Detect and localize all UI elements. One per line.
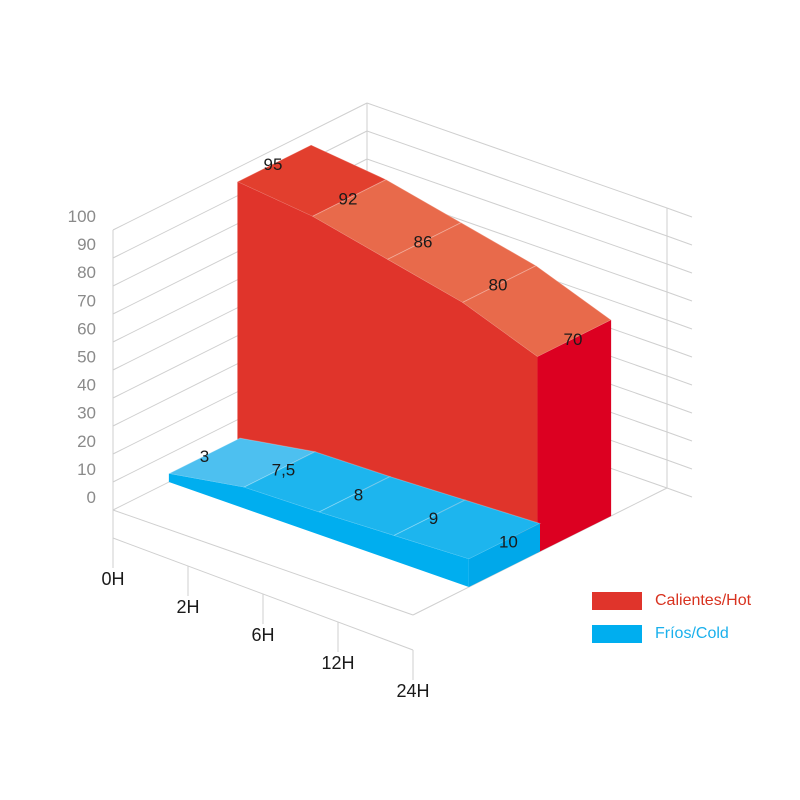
cold-data-label: 7,5: [272, 461, 296, 480]
right-gridline-extension: [666, 375, 693, 386]
hot-data-label: 86: [414, 233, 433, 252]
cold-data-label: 8: [354, 485, 363, 504]
x-tick-label: 24H: [396, 681, 429, 701]
hot-area-end-face: [537, 319, 612, 553]
right-gridline-extension: [666, 235, 693, 246]
y-tick-label: 20: [77, 432, 96, 451]
y-tick-label: 40: [77, 376, 96, 395]
legend-item-cold: Fríos/Cold: [592, 625, 729, 643]
series-slabs: [167, 144, 613, 588]
right-gridline-extension: [666, 431, 693, 442]
legend-label-cold: Fríos/Cold: [655, 625, 729, 642]
y-tick-label: 10: [77, 460, 96, 479]
y-tick-label: 0: [87, 488, 96, 507]
y-tick-label: 60: [77, 319, 96, 338]
hot-data-label: 92: [339, 190, 358, 209]
x-tick-label: 0H: [101, 569, 124, 589]
right-gridline-extension: [666, 487, 693, 498]
cold-data-label: 3: [200, 447, 209, 466]
x-tick-label: 6H: [251, 625, 274, 645]
legend-item-hot: Calientes/Hot: [592, 592, 751, 610]
right-gridline-extension: [666, 403, 693, 414]
cold-area-end-face: [468, 523, 540, 588]
hot-data-label: 70: [564, 330, 583, 349]
y-tick-label: 50: [77, 348, 96, 367]
right-gridline-extension: [666, 207, 693, 218]
y-tick-label: 70: [77, 291, 96, 310]
left-wall-gridline: [112, 102, 368, 231]
x-tick-label: 2H: [176, 597, 199, 617]
y-tick-label: 30: [77, 404, 96, 423]
legend-label-hot: Calientes/Hot: [655, 592, 752, 609]
right-gridline-extension: [666, 263, 693, 274]
cold-data-label: 9: [429, 509, 438, 528]
right-gridline-extension: [666, 459, 693, 470]
right-gridline-extension: [666, 347, 693, 358]
y-tick-label: 90: [77, 235, 96, 254]
back-wall-gridline: [366, 102, 668, 209]
cold-area-front-face: [168, 473, 469, 588]
right-gridline-extension: [666, 291, 693, 302]
x-tick-label: 12H: [321, 653, 354, 673]
legend-swatch-cold: [592, 625, 642, 643]
hot-data-label: 95: [264, 155, 283, 174]
legend-swatch-hot: [592, 592, 642, 610]
cold-data-label: 10: [499, 532, 518, 551]
data-labels: 95 92 86 80 70 3 7,5 8 9 10: [200, 155, 583, 551]
y-tick-label: 100: [68, 207, 96, 226]
hot-data-label: 80: [489, 276, 508, 295]
y-tick-label: 80: [77, 263, 96, 282]
back-wall-gridline: [366, 158, 668, 265]
axes: 0H 2H 6H 12H 24H 0 10 20 30 40 50 60 70 80 90 100: [68, 207, 430, 701]
back-wall-gridline: [366, 130, 668, 237]
floor-front-edge: [112, 509, 414, 616]
right-gridline-extension: [666, 319, 693, 330]
